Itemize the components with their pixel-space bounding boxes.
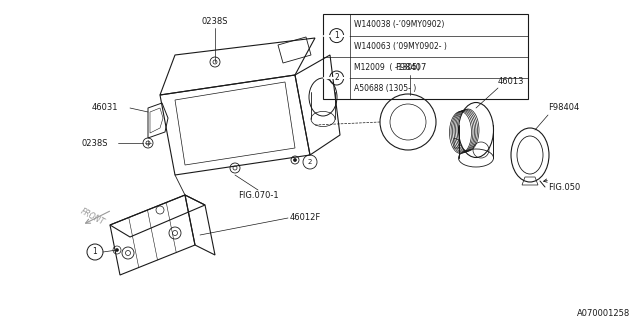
Text: 2: 2 bbox=[334, 74, 339, 83]
Text: 46012F: 46012F bbox=[290, 213, 321, 222]
Circle shape bbox=[115, 249, 118, 252]
Text: W140063 (’09MY0902- ): W140063 (’09MY0902- ) bbox=[354, 42, 447, 51]
Text: A070001258: A070001258 bbox=[577, 308, 630, 317]
Bar bbox=[323, 14, 528, 99]
Text: A50688 (1305- ): A50688 (1305- ) bbox=[354, 84, 417, 93]
Circle shape bbox=[294, 158, 296, 162]
Text: FRONT: FRONT bbox=[79, 207, 106, 227]
Text: 2: 2 bbox=[308, 159, 312, 165]
Text: FIG.070-1: FIG.070-1 bbox=[237, 190, 278, 199]
Text: FIG.050: FIG.050 bbox=[548, 183, 580, 193]
Text: 46013: 46013 bbox=[498, 77, 525, 86]
Text: 0238S: 0238S bbox=[81, 139, 108, 148]
Text: F98407: F98407 bbox=[395, 63, 426, 73]
Text: 1: 1 bbox=[93, 247, 97, 257]
Text: 1: 1 bbox=[334, 31, 339, 40]
Text: F98404: F98404 bbox=[548, 103, 579, 113]
Text: W140038 (-’09MY0902): W140038 (-’09MY0902) bbox=[354, 20, 444, 29]
Text: M12009  ( -1305): M12009 ( -1305) bbox=[354, 63, 420, 72]
Text: 46031: 46031 bbox=[92, 103, 118, 113]
Text: 0238S: 0238S bbox=[202, 18, 228, 27]
